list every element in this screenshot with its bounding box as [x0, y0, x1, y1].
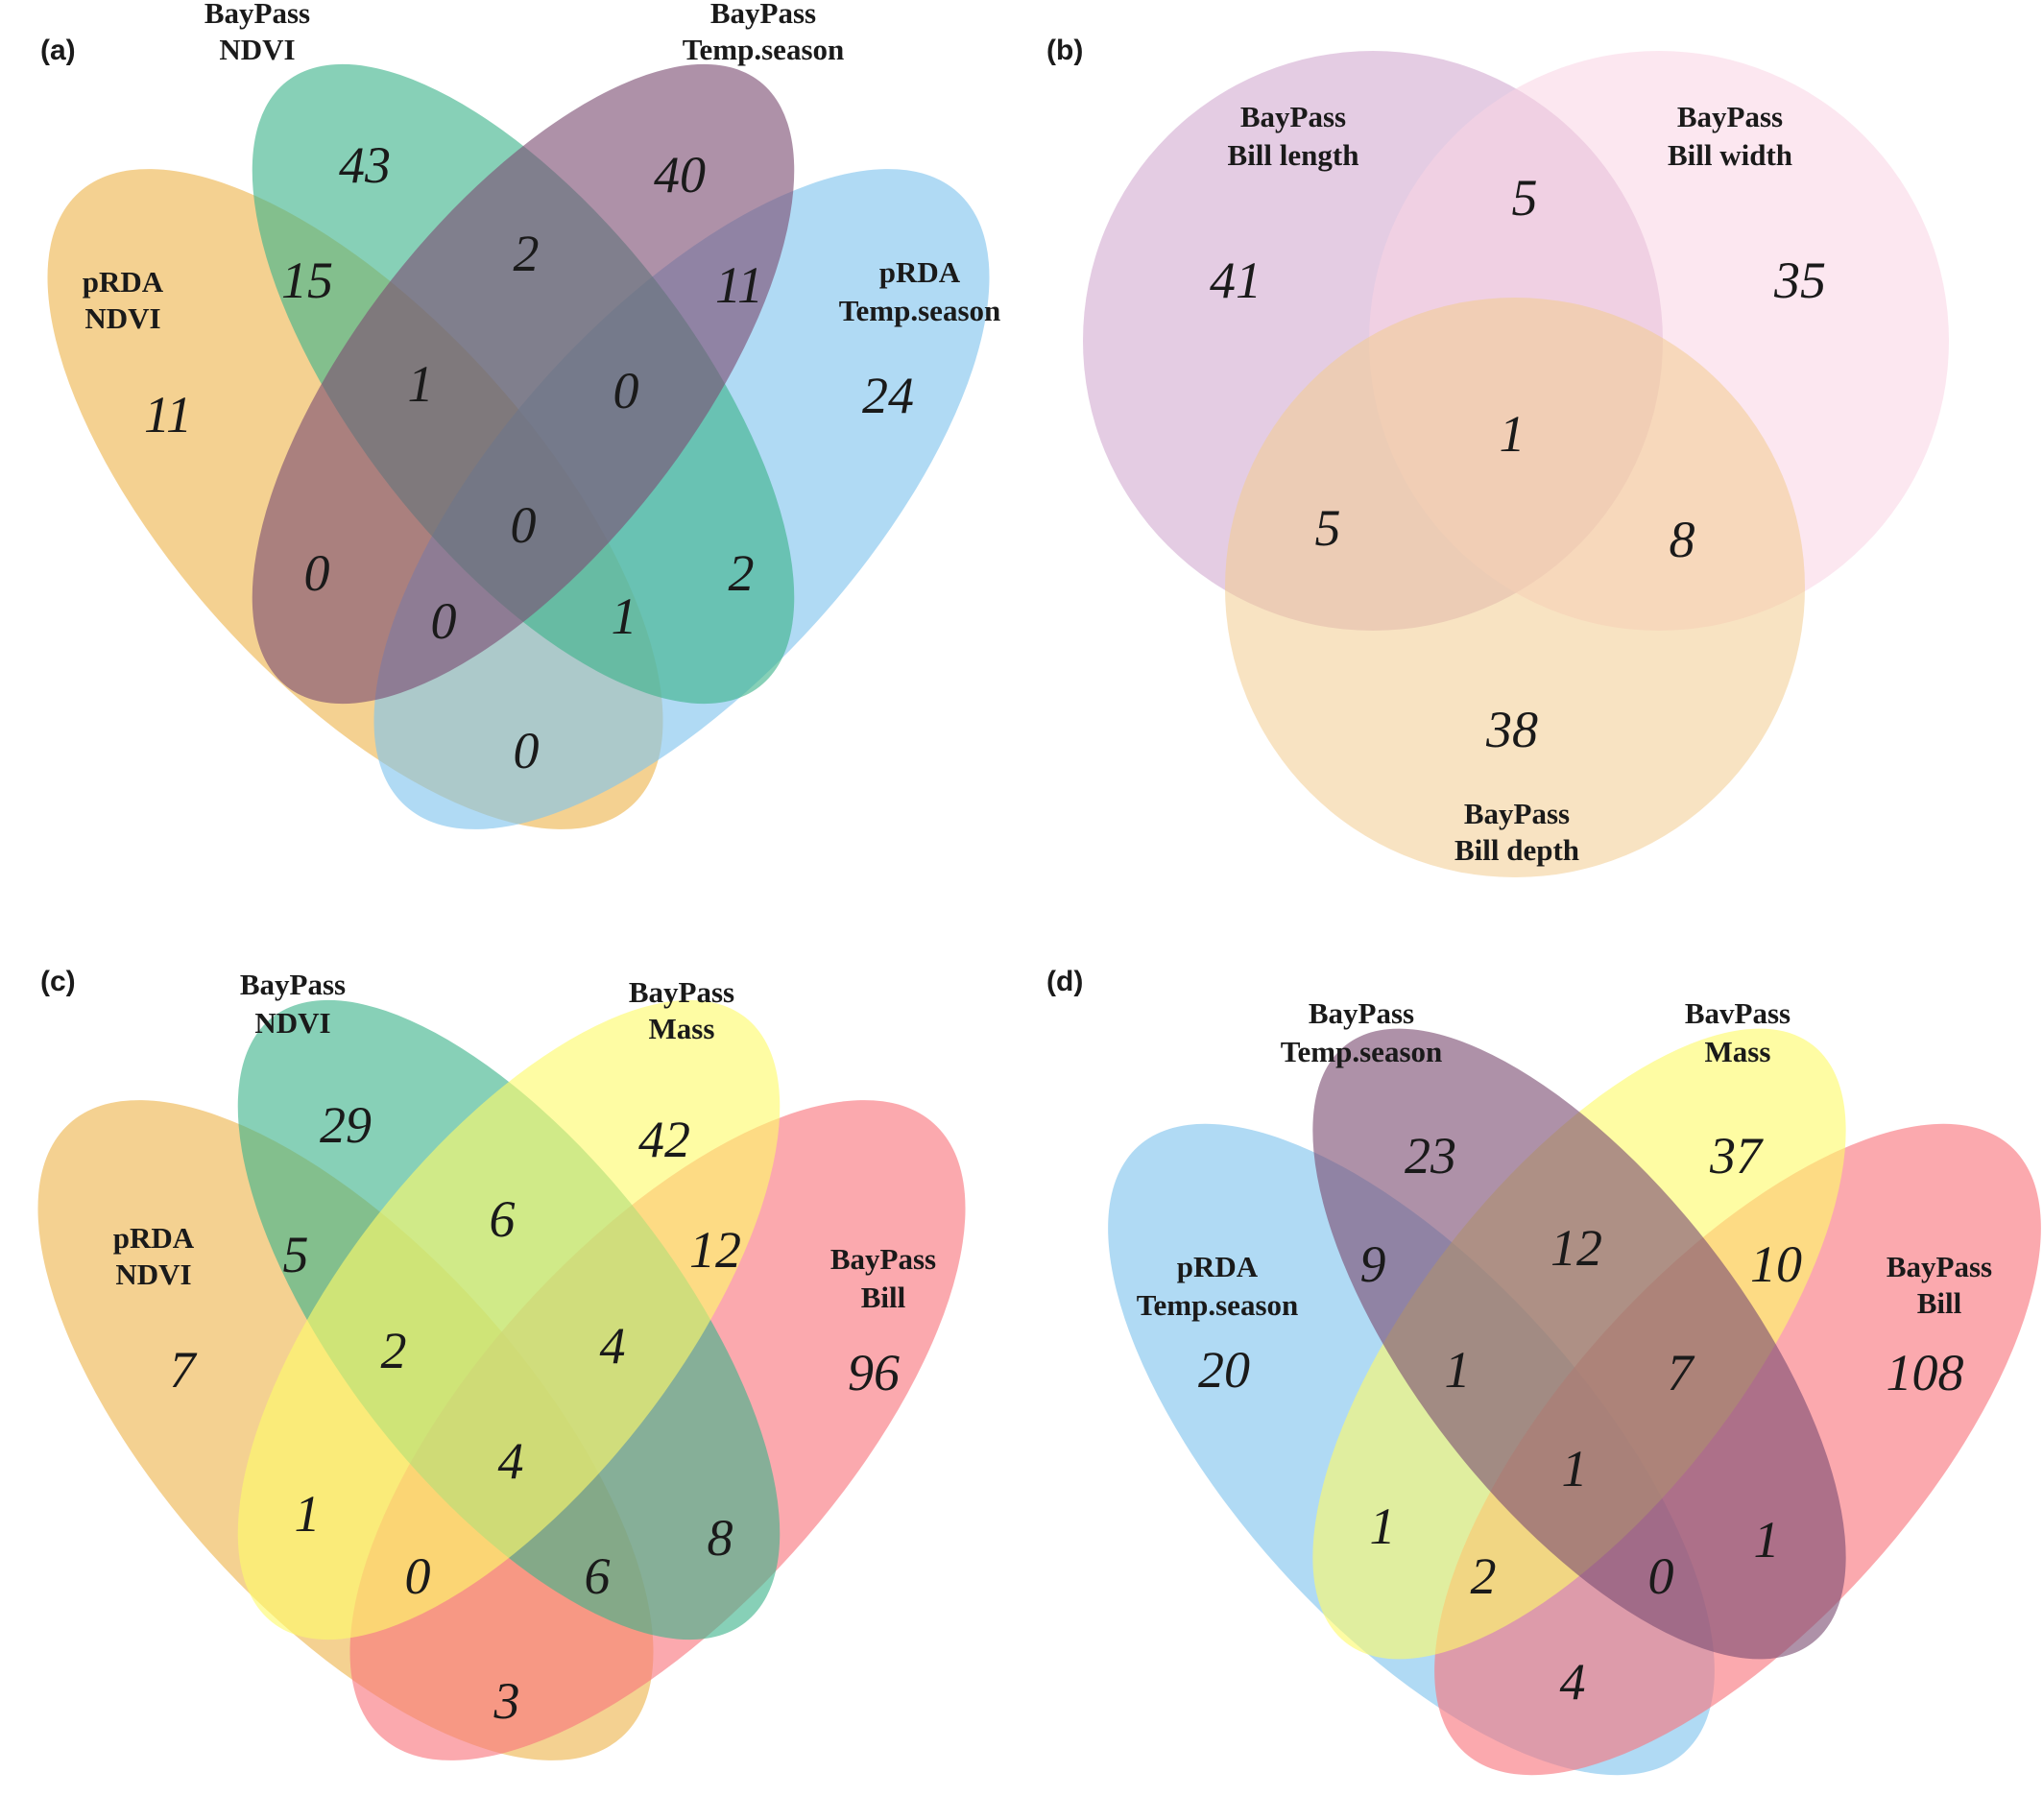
- panel-c-label-baypass-ndvi-1: BayPass: [240, 968, 346, 1001]
- panel-a: (a) BayPass NDVI BayPass Temp.season pRD…: [40, 0, 1001, 829]
- panel-d-label: (d): [1046, 966, 1083, 997]
- panel-c-count: 42: [638, 1111, 690, 1168]
- panel-c-label-baypass-mass-2: Mass: [649, 1012, 715, 1045]
- panel-c-count: 7: [170, 1341, 198, 1399]
- panel-d-label-baypass-bill-2: Bill: [1917, 1286, 1962, 1320]
- panel-c-count: 0: [405, 1547, 431, 1605]
- panel-d-label-baypass-bill-1: BayPass: [1887, 1250, 1992, 1283]
- panel-a-count: 2: [514, 225, 540, 282]
- panel-a-count: 0: [304, 544, 330, 602]
- panel-c-count: 6: [490, 1190, 516, 1248]
- panel-d-count: 1: [1754, 1511, 1780, 1569]
- panel-c-count: 4: [600, 1317, 626, 1375]
- panel-a-count: 2: [729, 544, 755, 602]
- panel-d-label-baypass-temp-1: BayPass: [1309, 996, 1414, 1030]
- panel-c-count: 3: [493, 1672, 520, 1730]
- panel-b-label-bill-width-1: BayPass: [1677, 100, 1783, 133]
- panel-a-label-prda-temp-1: pRDA: [879, 255, 961, 289]
- panel-a-count: 40: [654, 146, 706, 204]
- panel-c: (c) BayPass NDVI BayPass Mass pRDA NDVI …: [37, 966, 966, 1760]
- panel-a-count: 15: [281, 251, 333, 309]
- panel-d-count: 23: [1405, 1127, 1456, 1185]
- panel-c-label-baypass-bill-2: Bill: [861, 1281, 906, 1314]
- panel-c-count: 6: [585, 1547, 611, 1605]
- panel-a-count: 43: [339, 136, 391, 194]
- panel-d-count: 12: [1550, 1219, 1602, 1277]
- panel-b-label-bill-width-2: Bill width: [1668, 138, 1792, 172]
- panel-d-count: 10: [1750, 1235, 1802, 1293]
- panel-d: (d) BayPass Temp.season BavPass Mass pRD…: [1046, 966, 2041, 1776]
- panel-c-count: 12: [689, 1221, 741, 1279]
- panel-a-count: 0: [511, 496, 537, 554]
- panel-b-count: 1: [1500, 405, 1526, 463]
- panel-b-count: 8: [1670, 511, 1695, 568]
- panel-b-label: (b): [1046, 35, 1083, 66]
- panel-a-label-prda-temp-2: Temp.season: [839, 294, 1001, 327]
- panel-c-label: (c): [40, 966, 76, 997]
- panel-a-label-baypass-ndvi-1: BayPass: [204, 0, 310, 30]
- panel-a-label: (a): [40, 35, 76, 66]
- panel-c-count: 2: [381, 1322, 407, 1379]
- panel-c-label-baypass-ndvi-2: NDVI: [254, 1006, 330, 1040]
- panel-b-label-bill-length-2: Bill length: [1228, 138, 1359, 172]
- panel-a-count: 11: [144, 386, 192, 443]
- panel-b-count: 5: [1315, 499, 1341, 557]
- panel-d-count: 1: [1562, 1440, 1588, 1497]
- panel-a-label-baypass-temp-1: BayPass: [710, 0, 816, 30]
- panel-d-label-prda-temp-2: Temp.season: [1137, 1288, 1299, 1322]
- panel-b-count: 41: [1210, 251, 1262, 309]
- panel-a-count: 1: [408, 355, 434, 413]
- panel-a-label-baypass-temp-2: Temp.season: [683, 33, 845, 66]
- panel-d-count: 108: [1887, 1344, 1964, 1401]
- panel-d-count: 1: [1445, 1341, 1471, 1399]
- panel-b-set-bill-depth: [1225, 298, 1805, 877]
- panel-c-label-prda-ndvi-2: NDVI: [115, 1257, 191, 1291]
- panel-b: (b) BayPass Bill length BayPass Bill wid…: [1046, 35, 1949, 877]
- panel-a-count: 11: [715, 256, 763, 314]
- panel-a-count: 0: [431, 592, 457, 650]
- panel-a-count: 0: [514, 722, 540, 779]
- panel-d-label-baypass-temp-2: Temp.season: [1281, 1035, 1443, 1068]
- panel-d-count: 7: [1668, 1344, 1695, 1401]
- panel-d-set-baypass-temp: [1312, 1028, 1846, 1660]
- panel-c-count: 4: [498, 1432, 524, 1490]
- panel-b-label-bill-depth-1: BayPass: [1464, 797, 1570, 830]
- panel-c-count: 8: [708, 1509, 733, 1567]
- panel-a-label-prda-ndvi-2: NDVI: [84, 301, 160, 335]
- panel-d-count: 4: [1560, 1653, 1586, 1711]
- panel-c-label-baypass-bill-1: BayPass: [830, 1242, 936, 1276]
- panel-c-count: 29: [320, 1096, 372, 1154]
- panel-c-set-baypass-mass: [237, 999, 781, 1640]
- panel-a-label-prda-ndvi-1: pRDA: [83, 265, 164, 299]
- panel-d-count: 37: [1709, 1127, 1764, 1185]
- panel-b-label-bill-length-1: BayPass: [1240, 100, 1346, 133]
- panel-d-count: 2: [1471, 1547, 1497, 1605]
- panel-b-label-bill-depth-2: Bill depth: [1454, 833, 1579, 867]
- panel-c-count: 1: [295, 1485, 321, 1543]
- panel-a-label-baypass-ndvi-2: NDVI: [219, 33, 295, 66]
- panel-d-label-baypass-mass-2: Mass: [1705, 1035, 1771, 1068]
- panel-c-label-baypass-mass-1: BayPass: [629, 975, 734, 1009]
- panel-c-count: 96: [848, 1344, 900, 1401]
- panel-b-count: 35: [1773, 251, 1826, 309]
- panel-b-count: 5: [1512, 169, 1538, 227]
- panel-d-count: 20: [1198, 1341, 1250, 1399]
- panel-a-set-baypass-temp: [252, 63, 795, 705]
- panel-a-count: 1: [612, 587, 637, 645]
- panel-d-label-prda-temp-1: pRDA: [1177, 1250, 1259, 1283]
- panel-d-label-baypass-mass-1: BavPass: [1685, 996, 1791, 1030]
- panel-a-count: 0: [613, 362, 639, 419]
- panel-d-count: 1: [1370, 1497, 1396, 1555]
- panel-c-label-prda-ndvi-1: pRDA: [113, 1221, 195, 1255]
- panel-a-count: 24: [862, 367, 914, 424]
- panel-c-count: 5: [283, 1226, 309, 1283]
- panel-d-count: 0: [1648, 1547, 1674, 1605]
- panel-d-count: 9: [1360, 1235, 1386, 1293]
- panel-b-count: 38: [1485, 701, 1538, 758]
